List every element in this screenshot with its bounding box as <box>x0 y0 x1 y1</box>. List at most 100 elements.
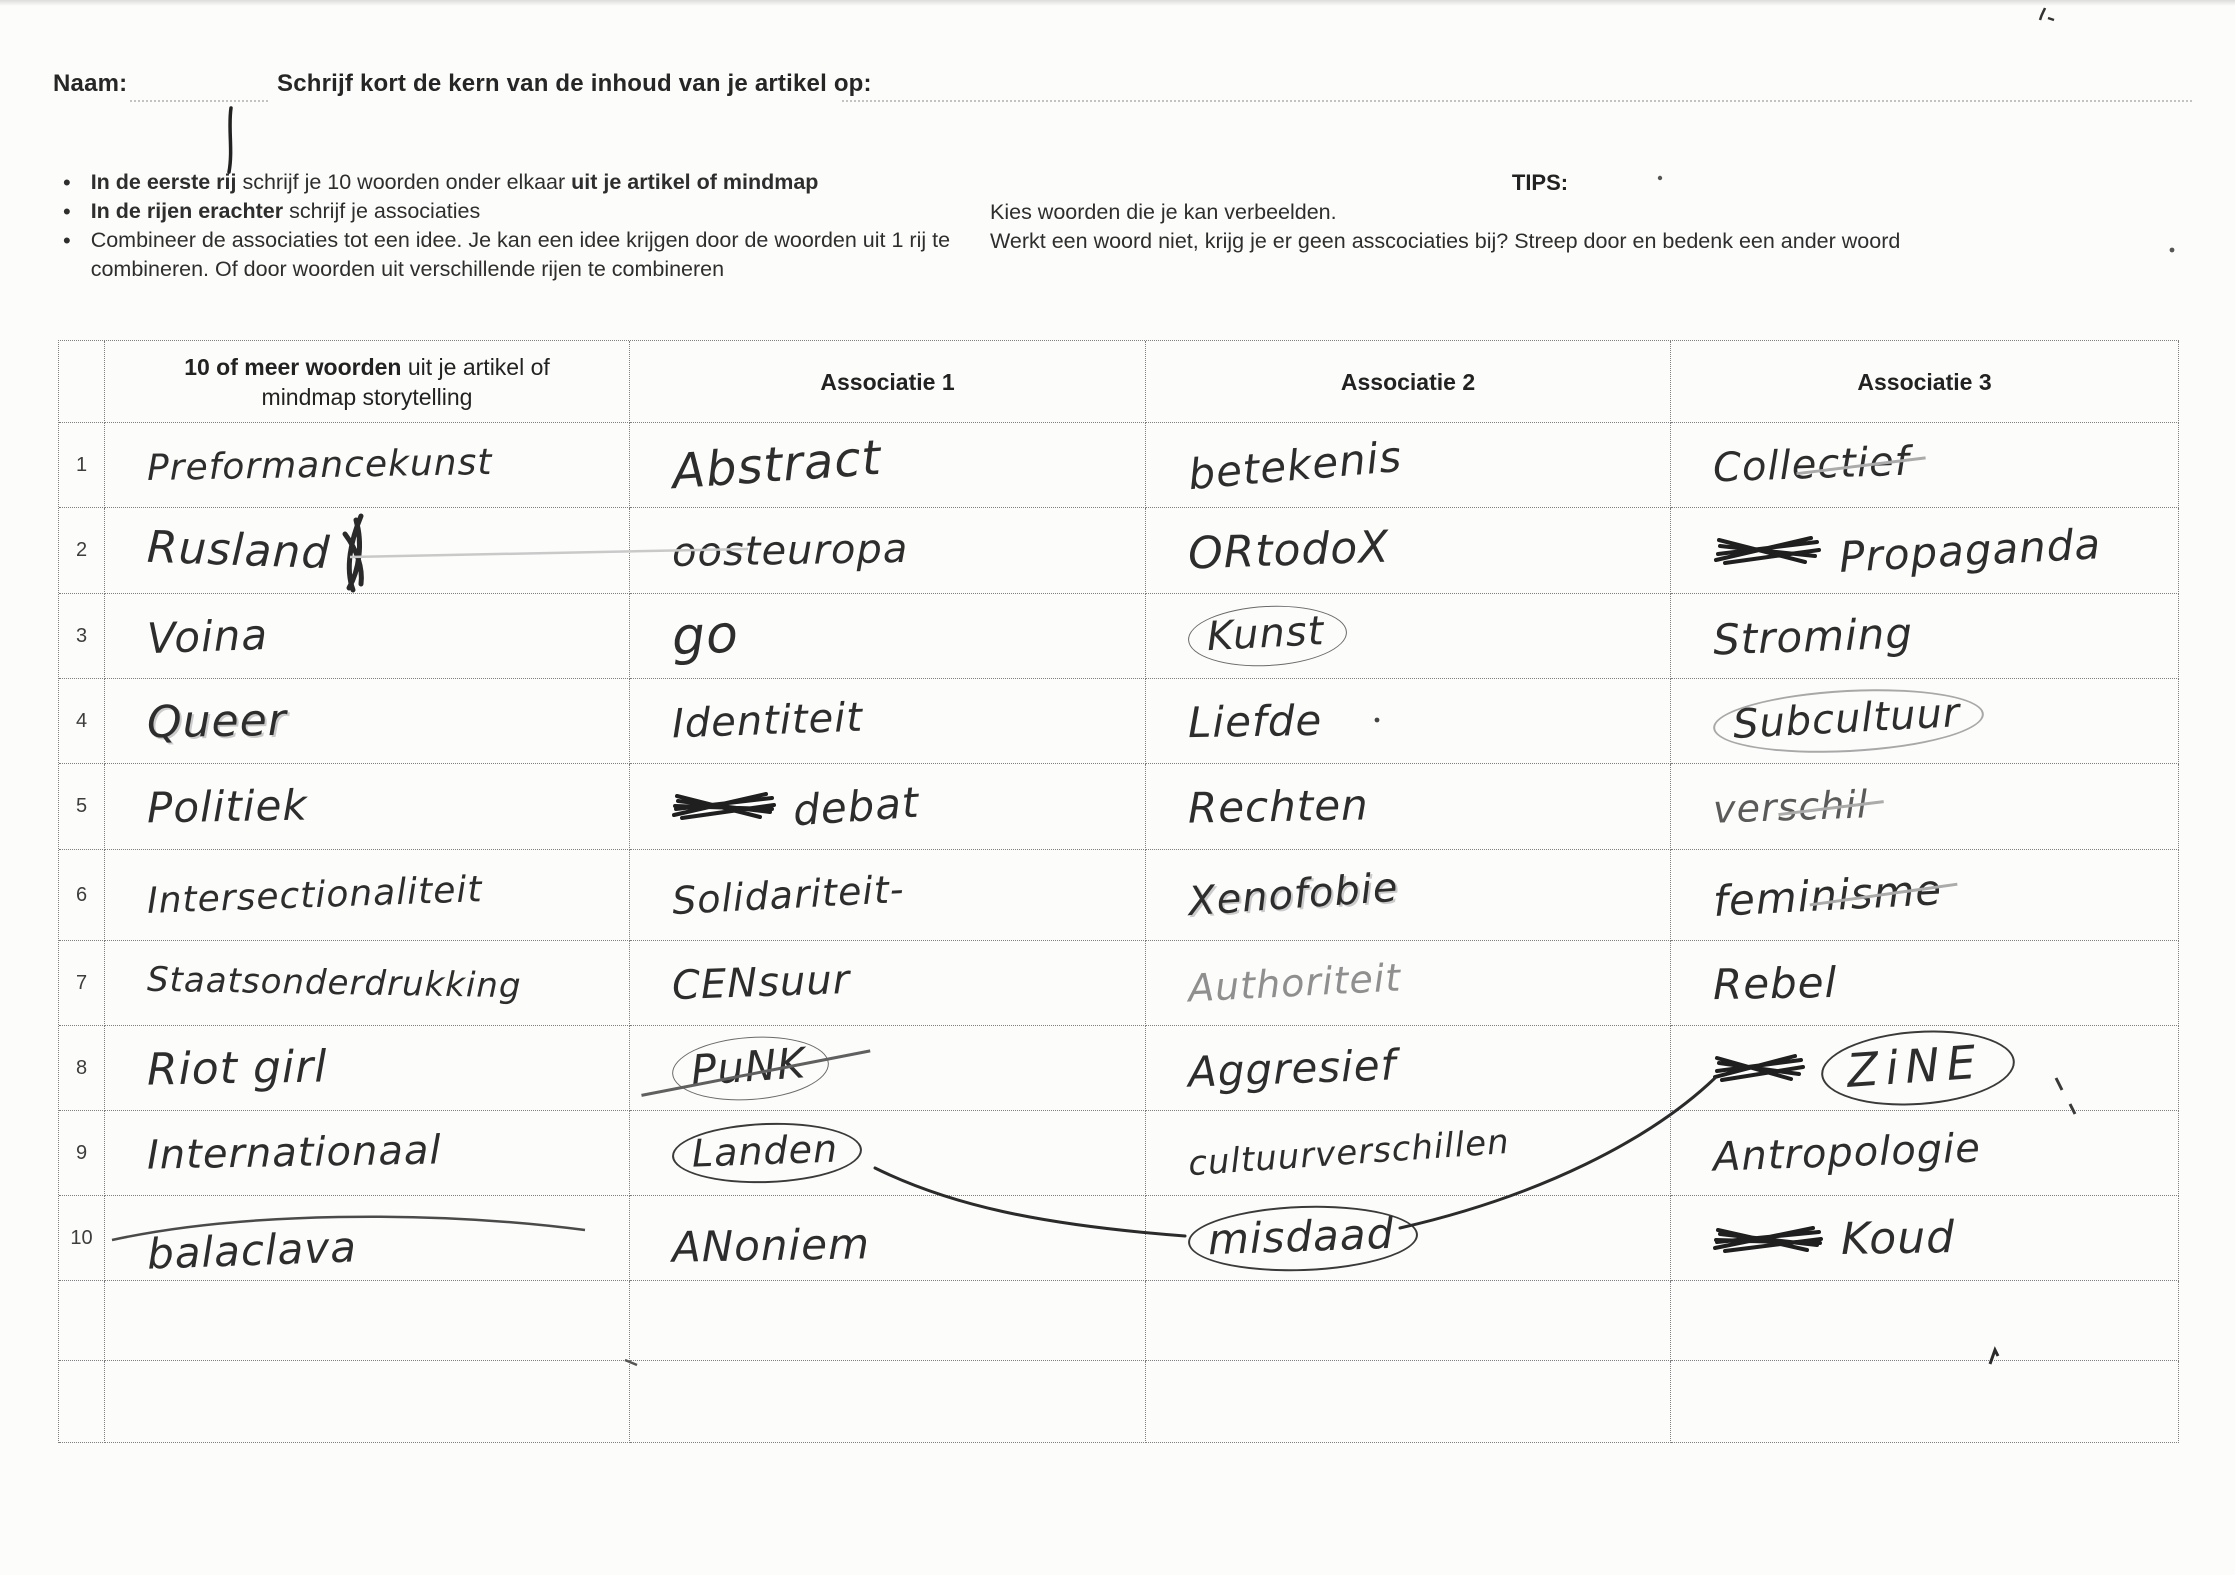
scratched-out-word <box>1713 1050 1805 1091</box>
cell-assoc1: go <box>630 594 1146 679</box>
column-header-words: 10 of meer woorden uit je artikel of min… <box>105 341 630 423</box>
cell-word: Intersectionaliteit <box>105 850 630 941</box>
cell-assoc1: oosteuropa <box>630 508 1146 594</box>
bullet-icon: • <box>63 228 71 253</box>
instruction-item: • In de rijen erachter schrijf je associ… <box>57 197 1017 226</box>
empty-cell <box>630 1361 1146 1443</box>
cell-assoc1: Identiteit <box>630 679 1146 764</box>
empty-cell <box>105 1361 630 1443</box>
scratched-out-word <box>1713 530 1823 575</box>
empty-cell <box>1671 1361 2179 1443</box>
empty-cell <box>105 1281 630 1361</box>
cell-assoc2: Xenofobie <box>1146 850 1671 941</box>
row-number: 2 <box>59 508 105 594</box>
instruction-text: Combineer de associaties tot een idee. J… <box>90 228 951 281</box>
title-answer-line <box>842 100 2192 102</box>
cell-word: Staatsonderdrukking <box>105 941 630 1026</box>
circled-word: ZiNE <box>1818 1024 2018 1112</box>
cell-word: Internationaal <box>105 1111 630 1196</box>
association-table: 10 of meer woorden uit je artikel of min… <box>58 340 2179 1443</box>
circled-word-pencil: Subcultuur <box>1711 682 1986 760</box>
cell-word: Voina <box>105 594 630 679</box>
tips-line: Kies woorden die je kan verbeelden. <box>990 200 1337 224</box>
name-answer-line <box>130 100 268 102</box>
cell-word: balaclava <box>105 1196 630 1281</box>
cell-assoc3: Stroming <box>1671 594 2179 679</box>
corner-header-cell <box>59 341 105 423</box>
cell-assoc1: Landen <box>630 1111 1146 1196</box>
row-number: 9 <box>59 1111 105 1196</box>
cell-assoc3: Subcultuur <box>1671 679 2179 764</box>
cell-assoc1: Abstract <box>630 423 1146 508</box>
circled-word-struck: PuNK <box>669 1031 831 1105</box>
instruction-text: In de eerste rij schrijf je 10 woorden o… <box>90 170 819 194</box>
cell-assoc2: Authoriteit <box>1146 941 1671 1026</box>
cell-word: Preformancekunst <box>105 423 630 508</box>
empty-cell <box>1146 1281 1671 1361</box>
ink-scribble-over-word-end <box>342 513 364 593</box>
empty-row-number-cell <box>59 1361 105 1443</box>
cell-assoc3: Propaganda <box>1671 508 2179 594</box>
instructions-list: • In de eerste rij schrijf je 10 woorden… <box>57 168 1017 284</box>
row-number: 3 <box>59 594 105 679</box>
cell-assoc2: misdaad <box>1146 1196 1671 1281</box>
cell-assoc3: Koud <box>1671 1196 2179 1281</box>
column-header-assoc2: Associatie 2 <box>1146 341 1671 423</box>
empty-cell <box>1671 1281 2179 1361</box>
cell-assoc2: cultuurverschillen <box>1146 1111 1671 1196</box>
row-number: 10 <box>59 1196 105 1281</box>
row-number: 8 <box>59 1026 105 1111</box>
cell-assoc1: debat <box>630 764 1146 850</box>
empty-cell <box>630 1281 1146 1361</box>
empty-row-number-cell <box>59 1281 105 1361</box>
row-number: 6 <box>59 850 105 941</box>
row-number: 4 <box>59 679 105 764</box>
bullet-icon: • <box>63 199 71 224</box>
scratched-out-word <box>672 787 777 830</box>
cell-assoc3: verschil <box>1671 764 2179 850</box>
cell-word: Rusland <box>105 508 630 594</box>
cell-assoc3: feminisme <box>1671 850 2179 941</box>
page-title: Schrijf kort de kern van de inhoud van j… <box>277 70 872 97</box>
cell-assoc3: ZiNE <box>1671 1024 2179 1112</box>
column-header-assoc3: Associatie 3 <box>1671 341 2179 423</box>
circled-word: misdaad <box>1186 1201 1420 1275</box>
cell-assoc1: ANoniem <box>630 1196 1146 1281</box>
ink-speck <box>2169 247 2175 253</box>
corner-pen-mark <box>2038 7 2055 22</box>
circled-word: Landen <box>671 1119 864 1187</box>
circled-word: Kunst <box>1186 601 1349 671</box>
cell-assoc3: Rebel <box>1671 941 2179 1026</box>
cell-word: Politiek <box>105 764 630 850</box>
cell-assoc2: betekenis <box>1146 423 1671 508</box>
cell-assoc2: Rechten <box>1146 764 1671 850</box>
cell-assoc1: Solidariteit- <box>630 850 1146 941</box>
instruction-item: • In de eerste rij schrijf je 10 woorden… <box>57 168 1017 197</box>
cell-assoc2: Aggresief <box>1146 1026 1671 1111</box>
tips-block: TIPS: Kies woorden die je kan verbeelden… <box>990 168 2090 256</box>
row-number: 5 <box>59 764 105 850</box>
cell-assoc2: Liefde <box>1146 679 1671 764</box>
tips-line: Werkt een woord niet, krijg je er geen a… <box>990 229 1901 253</box>
name-label: Naam: <box>53 70 128 97</box>
instruction-item: • Combineer de associaties tot een idee.… <box>57 226 1017 284</box>
row-number: 1 <box>59 423 105 508</box>
cell-assoc1: CENsuur <box>630 941 1146 1026</box>
cell-assoc1: PuNK <box>630 1026 1146 1111</box>
scratched-out-word <box>1713 1220 1825 1261</box>
bullet-icon: • <box>63 170 71 195</box>
empty-cell <box>1146 1361 1671 1443</box>
name-field-pen-stroke <box>227 106 233 174</box>
tips-heading: TIPS: <box>1511 170 1569 195</box>
cell-assoc3: Collectief <box>1671 423 2179 508</box>
cell-assoc2: ORtodoX <box>1146 508 1671 594</box>
cell-word: Riot girl <box>105 1026 630 1111</box>
row-number: 7 <box>59 941 105 1026</box>
instruction-text: In de rijen erachter schrijf je associat… <box>90 199 481 223</box>
cell-word: Queer <box>105 679 630 764</box>
scan-edge-artifact <box>0 0 2235 6</box>
cell-assoc2: Kunst <box>1146 594 1671 679</box>
column-header-assoc1: Associatie 1 <box>630 341 1146 423</box>
cell-assoc3: Antropologie <box>1671 1111 2179 1196</box>
